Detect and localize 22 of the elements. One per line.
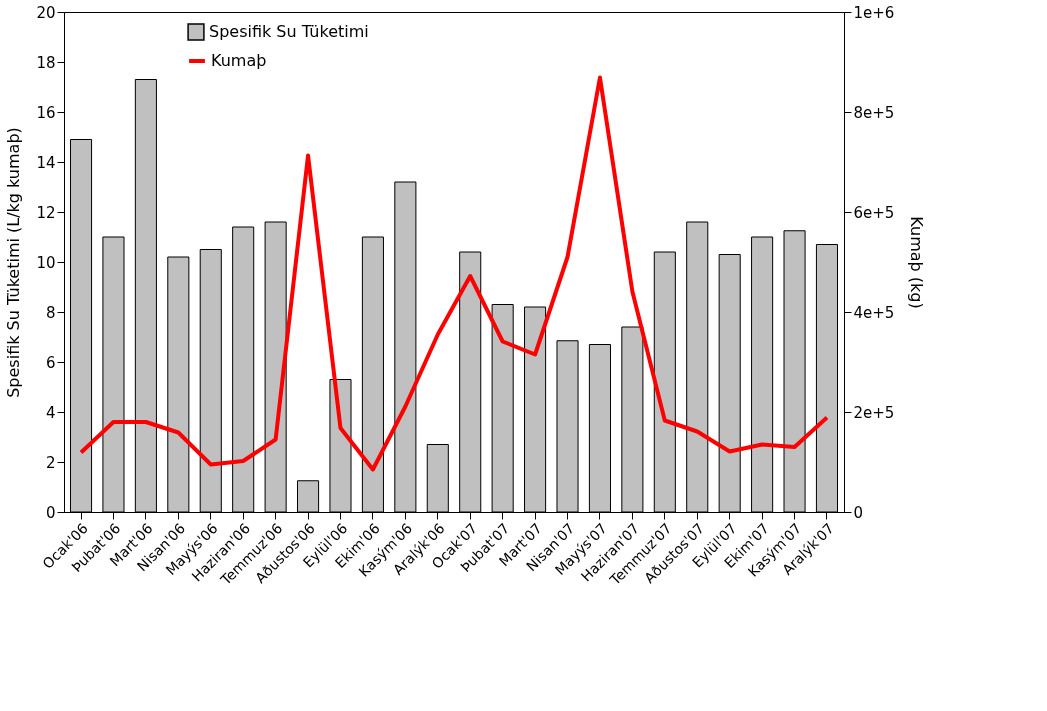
y-tick-label: 20 <box>36 3 56 22</box>
y2-tick-label: 0 <box>853 503 864 522</box>
y-tick-label: 4 <box>45 403 56 422</box>
y2-tick-label: 2e+5 <box>853 403 895 422</box>
y-tick-label: 18 <box>36 53 56 72</box>
y-tick-label: 2 <box>45 453 56 472</box>
y-tick-label: 14 <box>36 153 56 172</box>
y-tick-label: 8 <box>45 303 56 322</box>
y2-tick-label: 4e+5 <box>853 303 895 322</box>
y2-tick-label: 1e+6 <box>853 3 895 22</box>
legend-label: Kumaþ <box>211 51 267 70</box>
y-tick-label: 12 <box>36 203 56 222</box>
y2-axis-title: Kumaþ (kg) <box>907 216 927 309</box>
legend-label: Spesifik Su Tüketimi <box>209 22 369 41</box>
y-tick-label: 0 <box>45 503 56 522</box>
y-axis-title: Spesifik Su Tüketimi (L/kg kumaþ) <box>4 127 24 398</box>
y-tick-label: 6 <box>45 353 56 372</box>
y2-tick-label: 8e+5 <box>853 103 895 122</box>
y2-tick-label: 6e+5 <box>853 203 895 222</box>
y-tick-label: 10 <box>36 253 56 272</box>
y-tick-label: 16 <box>36 103 56 122</box>
line-series <box>79 75 829 472</box>
